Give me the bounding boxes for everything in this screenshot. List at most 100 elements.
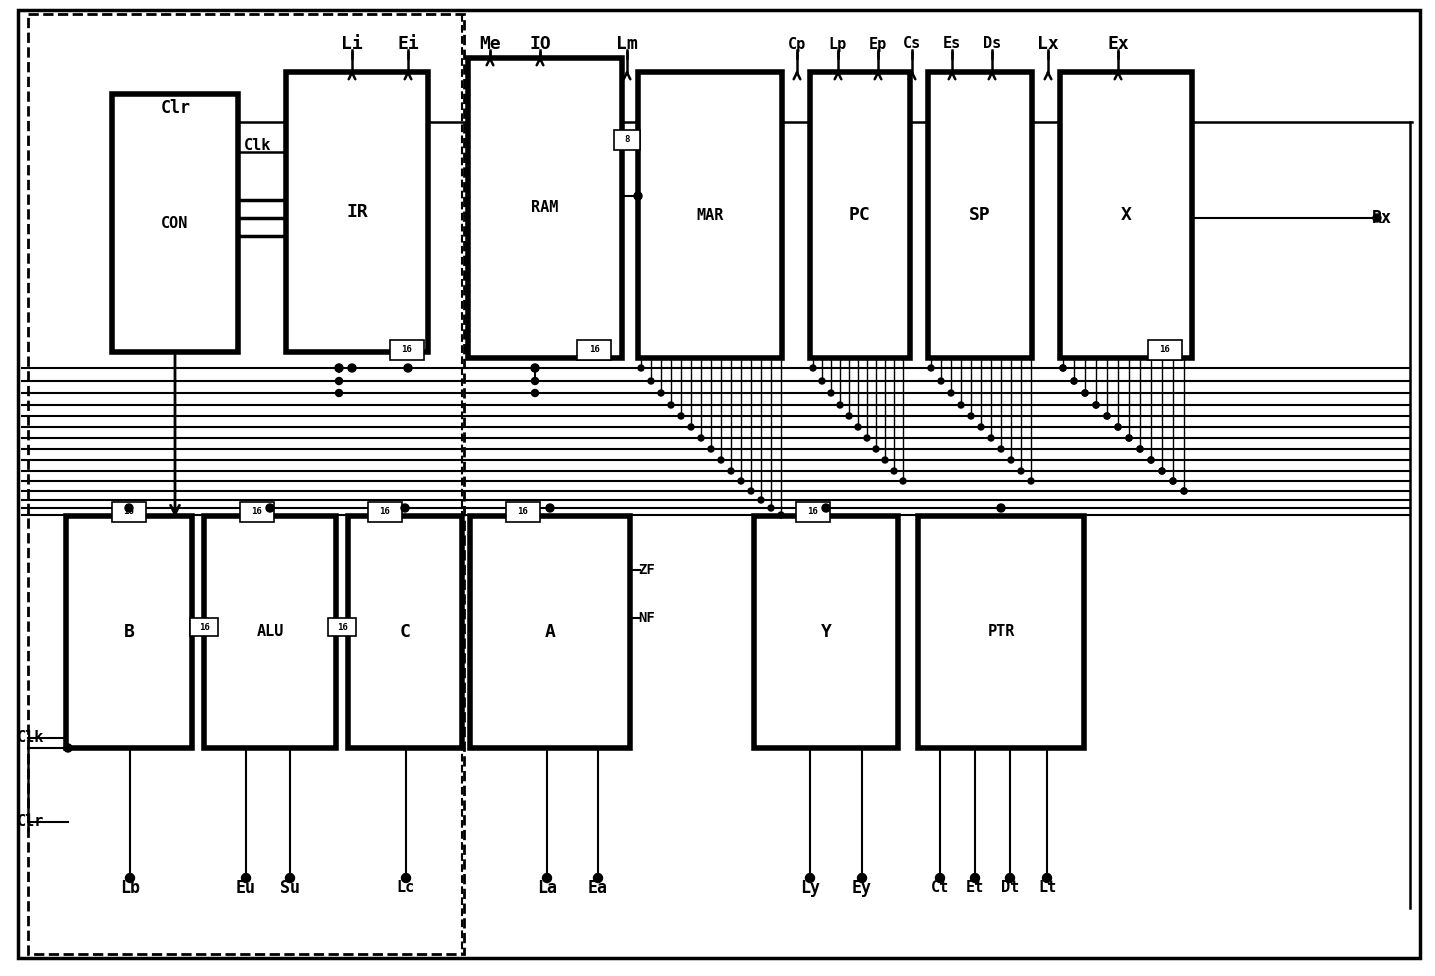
Circle shape — [402, 874, 410, 882]
Circle shape — [949, 390, 954, 396]
Circle shape — [768, 505, 773, 511]
Circle shape — [1148, 457, 1154, 463]
Bar — [349, 516, 462, 748]
Bar — [614, 130, 640, 150]
Text: Ea: Ea — [588, 879, 608, 897]
Circle shape — [936, 874, 944, 882]
Text: Ly: Ly — [799, 879, 819, 897]
Circle shape — [997, 446, 1004, 452]
Bar — [753, 516, 898, 748]
Bar — [29, 14, 464, 954]
Circle shape — [677, 413, 684, 419]
Circle shape — [938, 378, 944, 384]
Text: Ep: Ep — [868, 36, 887, 52]
Text: IO: IO — [530, 35, 551, 53]
Circle shape — [837, 402, 842, 408]
Circle shape — [1373, 214, 1380, 222]
Text: Cs: Cs — [903, 36, 921, 52]
Circle shape — [758, 497, 763, 503]
Circle shape — [649, 378, 654, 384]
Text: Clk: Clk — [244, 138, 271, 152]
Circle shape — [1007, 457, 1015, 463]
Text: Clk: Clk — [17, 730, 44, 746]
Bar — [796, 502, 829, 522]
Bar — [471, 516, 630, 748]
Circle shape — [349, 364, 356, 372]
Circle shape — [748, 488, 753, 494]
Bar — [240, 502, 274, 522]
Circle shape — [1082, 390, 1088, 396]
Text: Clr: Clr — [17, 815, 44, 830]
Text: Eu: Eu — [235, 879, 255, 897]
Circle shape — [336, 389, 343, 396]
Bar — [189, 618, 218, 636]
Text: 16: 16 — [380, 508, 390, 516]
Circle shape — [1170, 478, 1177, 484]
Text: 16: 16 — [198, 623, 210, 631]
Circle shape — [669, 402, 674, 408]
Circle shape — [1093, 402, 1099, 408]
Text: 16: 16 — [123, 508, 135, 516]
Circle shape — [265, 504, 274, 512]
Text: Lx: Lx — [1038, 35, 1059, 53]
Circle shape — [969, 413, 974, 419]
Circle shape — [1148, 457, 1154, 463]
Circle shape — [707, 446, 715, 452]
Bar — [1148, 340, 1182, 360]
Circle shape — [531, 364, 538, 372]
Bar — [577, 340, 611, 360]
Bar — [468, 58, 621, 358]
Circle shape — [336, 364, 343, 372]
Circle shape — [819, 378, 825, 384]
Text: A: A — [544, 623, 555, 641]
Circle shape — [1060, 365, 1066, 371]
Text: Es: Es — [943, 36, 961, 52]
Circle shape — [959, 402, 964, 408]
Bar — [112, 502, 146, 522]
Circle shape — [1082, 390, 1088, 396]
Circle shape — [1137, 446, 1144, 452]
Text: Su: Su — [280, 879, 300, 897]
Bar — [329, 618, 356, 636]
Bar — [112, 94, 238, 352]
Circle shape — [900, 478, 905, 484]
Text: RAM: RAM — [531, 200, 558, 216]
Text: Y: Y — [821, 623, 831, 641]
Text: Ex: Ex — [1108, 35, 1129, 53]
Text: Lt: Lt — [1038, 880, 1056, 896]
Circle shape — [125, 504, 133, 512]
Circle shape — [1115, 424, 1121, 430]
Circle shape — [1159, 468, 1165, 474]
Text: 16: 16 — [588, 346, 600, 354]
Circle shape — [286, 874, 294, 882]
Circle shape — [872, 446, 880, 452]
Text: B: B — [123, 623, 135, 641]
Circle shape — [634, 192, 641, 200]
Circle shape — [1115, 424, 1121, 430]
Text: Lb: Lb — [121, 879, 141, 897]
Text: Ct: Ct — [931, 880, 949, 896]
Text: Lp: Lp — [829, 36, 847, 52]
Text: 16: 16 — [402, 346, 412, 354]
Text: 16: 16 — [518, 508, 528, 516]
Circle shape — [1137, 446, 1144, 452]
Text: X: X — [1121, 206, 1131, 224]
Text: 16: 16 — [1159, 346, 1171, 354]
Bar — [367, 502, 402, 522]
Circle shape — [1159, 468, 1165, 474]
Circle shape — [728, 468, 733, 474]
Bar — [918, 516, 1083, 748]
Circle shape — [545, 504, 554, 512]
Text: Ds: Ds — [983, 36, 1002, 52]
Circle shape — [1093, 402, 1099, 408]
Circle shape — [659, 390, 664, 396]
Text: 8: 8 — [624, 136, 630, 144]
Circle shape — [778, 512, 784, 518]
Text: Lc: Lc — [397, 880, 415, 896]
Text: Ei: Ei — [397, 35, 419, 53]
Circle shape — [531, 389, 538, 396]
Text: Me: Me — [479, 35, 501, 53]
Text: 16: 16 — [808, 508, 818, 516]
Circle shape — [1104, 413, 1111, 419]
Circle shape — [1006, 874, 1015, 882]
